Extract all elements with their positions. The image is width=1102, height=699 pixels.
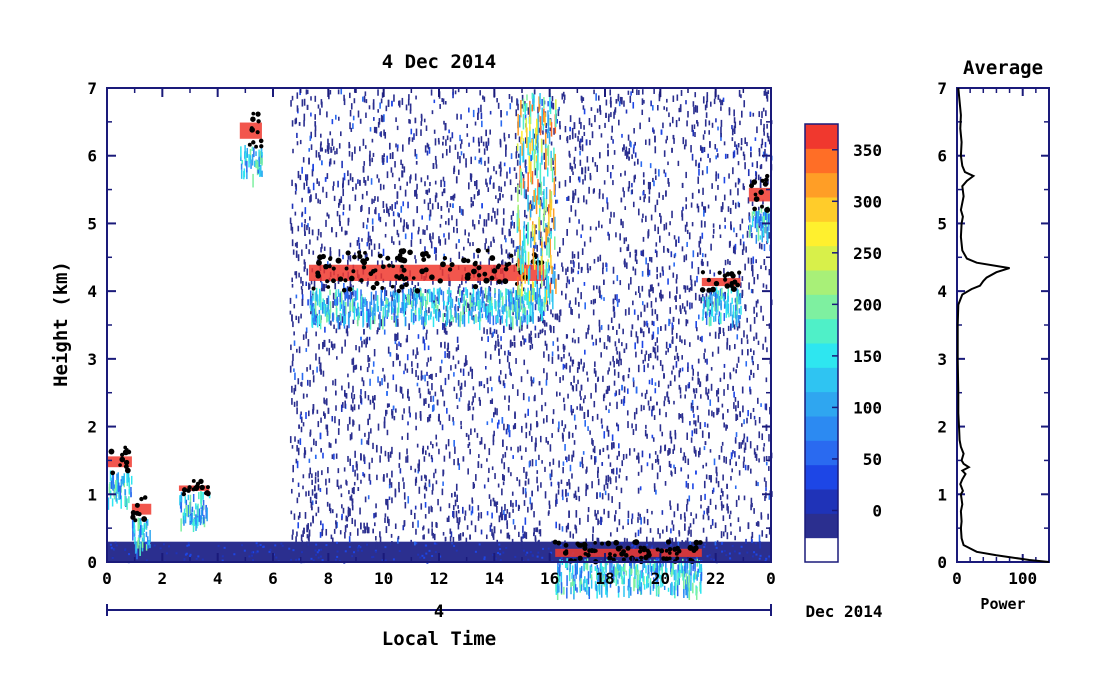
colorbar-swatch [805, 124, 838, 149]
colorbar-tick-label: 300 [853, 192, 882, 211]
main-heatmap-plot [107, 88, 773, 601]
profile-frame [956, 87, 1050, 563]
colorbar-swatch [805, 464, 838, 490]
profile-y-tick-label: 0 [937, 553, 947, 572]
colorbar-swatch [805, 513, 838, 539]
profile-x-tick-label: 100 [1008, 569, 1037, 588]
average-profile-plot: 0 1 2 3 4 5 6 7 0 100 [937, 79, 1050, 588]
y-tick-label: 4 [87, 282, 97, 301]
heatmap-feature-cloud-layer [552, 539, 703, 601]
main-ylabel: Height (km) [50, 261, 72, 387]
y-tick-label: 0 [87, 553, 97, 572]
colorbar-swatch [805, 172, 838, 198]
profile-y-tick-label: 2 [937, 418, 947, 437]
profile-xlabel: Power [980, 595, 1025, 613]
profile-y-tick-label: 5 [937, 214, 947, 233]
heatmap-feature-cloud-layer [699, 270, 742, 328]
colorbar-tick-label: 250 [853, 244, 882, 263]
colorbar-swatch [805, 294, 838, 320]
y-tick-label: 7 [87, 79, 97, 98]
colorbar-tick-label: 100 [853, 398, 882, 417]
profile-y-tick-label: 7 [937, 79, 947, 98]
colorbar-swatch [805, 391, 838, 417]
x-tick-label: 12 [429, 569, 448, 588]
heatmap-feature-cloud-layer [178, 478, 211, 533]
colorbar-swatch [805, 318, 838, 344]
main-xlabel: Local Time [382, 628, 496, 650]
y-tick-label: 1 [87, 485, 97, 504]
colorbar-tick-label: 150 [853, 347, 882, 366]
x-tick-label: 10 [374, 569, 393, 588]
profile-y-tick-label: 3 [937, 350, 947, 369]
profile-x-tick-label: 0 [952, 569, 962, 588]
colorbar-swatch [805, 489, 838, 514]
colorbar-swatch [805, 367, 838, 393]
profile-y-tick-label: 6 [937, 147, 947, 166]
x-tick-label: 0 [766, 569, 776, 588]
x-tick-label: 20 [651, 569, 670, 588]
main-chart-title: 4 Dec 2014 [382, 51, 496, 73]
y-tick-label: 3 [87, 350, 97, 369]
colorbar: 0 50 100 150 200 250 300 350 [804, 123, 882, 563]
average-power-line [956, 87, 1050, 563]
x-tick-label: 2 [158, 569, 168, 588]
x-tick-label: 14 [485, 569, 504, 588]
y-tick-label: 2 [87, 418, 97, 437]
colorbar-swatch [805, 270, 838, 295]
heatmap-feature-precipitation-streak [516, 92, 557, 310]
colorbar-tick-label: 200 [853, 295, 882, 314]
profile-y-tick-label: 4 [937, 282, 947, 301]
colorbar-frame [804, 123, 839, 563]
heatmap-feature-cloud-layer [308, 248, 546, 331]
x-tick-label: 22 [706, 569, 725, 588]
heatmap-feature-cloud-layer [107, 445, 133, 510]
colorbar-swatch [805, 221, 838, 247]
colorbar-tick-label: 350 [853, 141, 882, 160]
y-tick-label: 5 [87, 214, 97, 233]
heatmap-feature-cloud-layer [239, 111, 264, 188]
colorbar-swatch [805, 245, 838, 271]
heatmap-feature-cloud-layer [130, 495, 152, 560]
colorbar-tick-label: 0 [872, 501, 882, 520]
heatmap-feature-cloud-layer [748, 173, 772, 244]
colorbar-swatch [805, 416, 838, 441]
x-tick-label: 18 [595, 569, 614, 588]
colorbar-swatch [805, 148, 838, 174]
x-tick-label: 4 [213, 569, 223, 588]
x-tick-label: 16 [540, 569, 559, 588]
x-tick-label: 8 [324, 569, 334, 588]
y-tick-label: 6 [87, 147, 97, 166]
x-tick-label: 0 [102, 569, 112, 588]
colorbar-swatch [805, 537, 838, 563]
x-tick-label: 6 [268, 569, 278, 588]
date-axis [106, 604, 772, 616]
date-day-label: 4 [434, 602, 444, 622]
date-month-label: Dec 2014 [805, 602, 882, 621]
profile-title: Average [963, 57, 1043, 79]
heatmap-feature-noise-field [289, 88, 773, 549]
colorbar-swatch [805, 440, 838, 466]
profile-y-tick-label: 1 [937, 485, 947, 504]
colorbar-tick-label: 50 [863, 450, 882, 469]
